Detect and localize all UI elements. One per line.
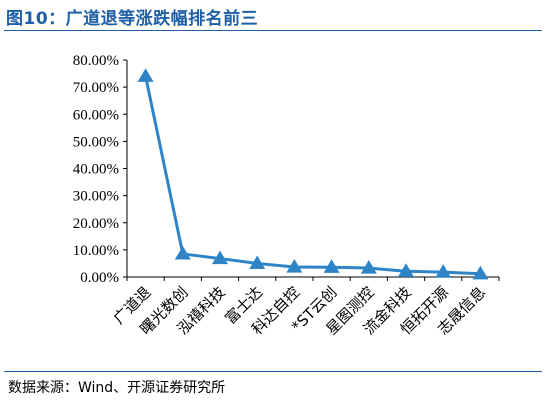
y-tick-label: 80.00% [73, 53, 119, 69]
y-tick-label: 40.00% [73, 162, 119, 178]
data-point-marker [286, 258, 303, 273]
series-line [144, 75, 481, 276]
data-point-marker [137, 68, 154, 82]
y-tick-label: 0.00% [80, 270, 119, 286]
footer-rule [4, 371, 542, 372]
y-tick-label: 10.00% [73, 243, 119, 259]
data-point-marker [212, 250, 228, 265]
figure-title: 图10：广道退等涨跌幅排名前三 [6, 9, 259, 29]
y-tick-label: 60.00% [73, 107, 119, 123]
y-tick-label: 30.00% [73, 189, 119, 205]
data-point-marker [174, 245, 191, 260]
data-point-marker [435, 264, 452, 278]
y-tick-label: 70.00% [73, 80, 119, 96]
data-point-marker [323, 259, 340, 273]
y-tick-label: 20.00% [73, 216, 119, 232]
data-point-marker [398, 263, 414, 277]
title-rule [4, 30, 542, 31]
source-note: 数据来源：Wind、开源证券研究所 [8, 380, 226, 396]
data-point-marker [472, 265, 489, 280]
y-tick-label: 50.00% [73, 134, 119, 150]
line-chart: 0.00% 10.00% 20.00% 30.00% 40.00% 50.00% 60.00… [73, 53, 500, 338]
data-point-marker [360, 260, 377, 274]
data-point-marker [249, 255, 266, 270]
